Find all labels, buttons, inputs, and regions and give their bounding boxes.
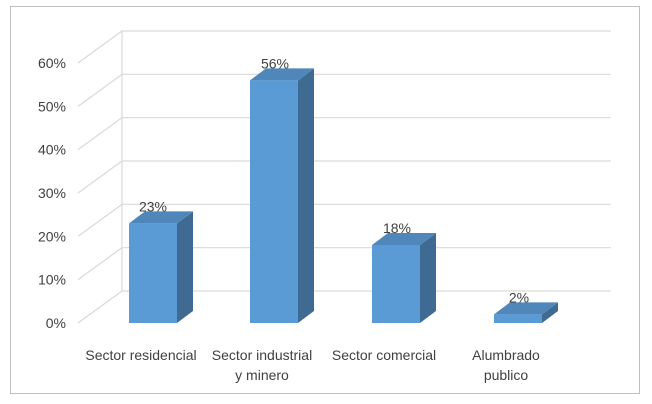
y-tick-label: 60% [38,55,66,71]
bars [129,68,558,323]
bar-front [494,314,542,323]
y-tick-label: 10% [38,272,66,288]
bar-front [250,80,298,323]
data-label: 2% [509,289,529,305]
bar-top [250,68,314,81]
y-tick-label: 0% [46,315,66,331]
data-label: 18% [383,220,411,236]
chart-frame [10,6,640,394]
x-axis-tick-labels: Sector residencial Sector industrial y min… [85,347,540,383]
gridline [77,30,611,64]
bar-side [298,68,314,323]
bar-side [177,211,193,323]
x-tick-label: Alumbrado publico [472,347,540,383]
data-label: 23% [139,198,167,214]
bar-top [494,302,558,315]
bar [250,68,314,323]
bar [494,302,558,323]
x-tick-label-line: Sector comercial [332,347,436,363]
x-tick-label: Sector comercial [332,347,436,363]
bar-front [129,223,177,323]
bar-side [542,302,558,323]
y-axis-tick-labels: 0% 10% 20% 30% 40% 50% 60% [38,55,66,331]
gridline [77,73,611,107]
gridlines [77,30,611,324]
x-tick-label: Sector industrial y minero [212,347,312,383]
gridline [77,160,611,194]
x-tick-label-line: publico [484,367,529,383]
x-tick-label-line: y minero [235,367,289,383]
y-tick-label: 40% [38,142,66,158]
gridline [77,117,611,151]
bar-side [420,233,436,323]
y-tick-label: 30% [38,185,66,201]
y-tick-label: 20% [38,228,66,244]
bar-top [372,233,436,245]
bar-front [372,245,420,323]
data-label: 56% [261,55,289,71]
bar [372,233,436,323]
bar [129,211,193,323]
x-tick-label-line: Sector industrial [212,347,312,363]
x-tick-label-line: Sector residencial [85,347,196,363]
x-tick-label: Sector residencial [85,347,196,363]
bar-top [129,211,193,224]
data-labels: 23% 56% 18% 2% [139,55,529,305]
y-tick-label: 50% [38,98,66,114]
x-tick-label-line: Alumbrado [472,347,540,363]
